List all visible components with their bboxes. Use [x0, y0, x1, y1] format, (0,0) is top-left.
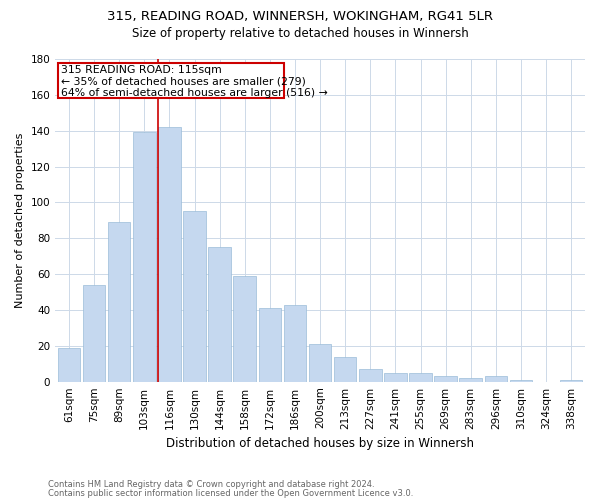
- Bar: [58, 348, 80, 382]
- Bar: [560, 380, 583, 382]
- Text: ← 35% of detached houses are smaller (279): ← 35% of detached houses are smaller (27…: [61, 76, 307, 86]
- Bar: [460, 378, 482, 382]
- Bar: [485, 376, 507, 382]
- Text: Size of property relative to detached houses in Winnersh: Size of property relative to detached ho…: [131, 28, 469, 40]
- Bar: [208, 247, 231, 382]
- Bar: [108, 222, 130, 382]
- Bar: [384, 372, 407, 382]
- Bar: [434, 376, 457, 382]
- Bar: [158, 127, 181, 382]
- Bar: [284, 304, 306, 382]
- Bar: [509, 380, 532, 382]
- Bar: [259, 308, 281, 382]
- Y-axis label: Number of detached properties: Number of detached properties: [15, 132, 25, 308]
- Text: 64% of semi-detached houses are larger (516) →: 64% of semi-detached houses are larger (…: [61, 88, 328, 98]
- Text: 315, READING ROAD, WINNERSH, WOKINGHAM, RG41 5LR: 315, READING ROAD, WINNERSH, WOKINGHAM, …: [107, 10, 493, 23]
- Bar: [83, 285, 106, 382]
- Bar: [309, 344, 331, 382]
- Text: Contains public sector information licensed under the Open Government Licence v3: Contains public sector information licen…: [48, 488, 413, 498]
- Bar: [359, 369, 382, 382]
- Text: Contains HM Land Registry data © Crown copyright and database right 2024.: Contains HM Land Registry data © Crown c…: [48, 480, 374, 489]
- Bar: [233, 276, 256, 382]
- X-axis label: Distribution of detached houses by size in Winnersh: Distribution of detached houses by size …: [166, 437, 474, 450]
- Bar: [183, 212, 206, 382]
- FancyBboxPatch shape: [58, 62, 284, 98]
- Bar: [334, 356, 356, 382]
- Bar: [409, 372, 432, 382]
- Text: 315 READING ROAD: 115sqm: 315 READING ROAD: 115sqm: [61, 66, 222, 76]
- Bar: [133, 132, 155, 382]
